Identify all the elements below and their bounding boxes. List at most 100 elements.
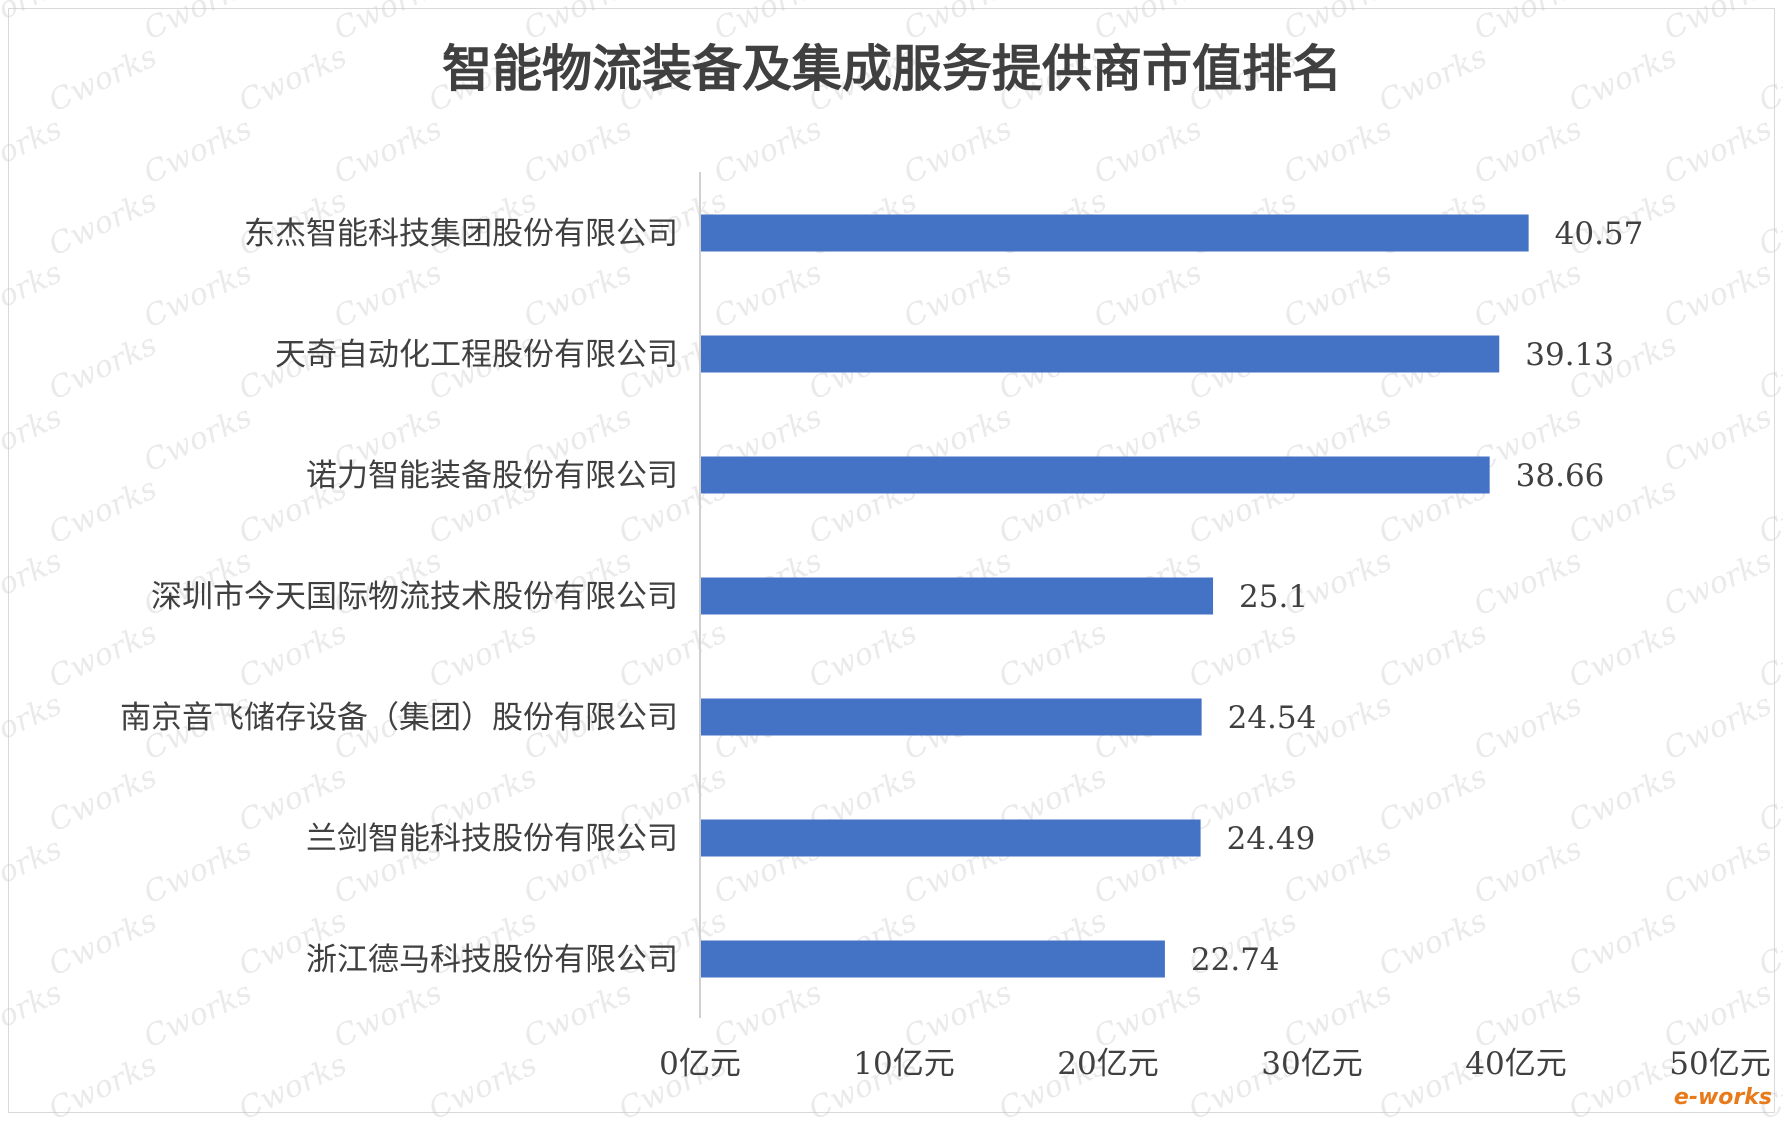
bar-5	[701, 698, 1202, 736]
watermark-text: Cworks	[234, 39, 353, 119]
watermark-text: Cworks	[1659, 831, 1778, 911]
watermark-text: Cworks	[899, 975, 1018, 1055]
x-tick-label-5: 50亿元	[1669, 1046, 1770, 1082]
watermark-text: Cworks	[424, 1047, 543, 1121]
data-label-1: 40.57	[1555, 216, 1644, 252]
data-label-6: 24.49	[1227, 821, 1316, 857]
data-label-7: 22.74	[1191, 942, 1280, 978]
watermark-text: Cworks	[1469, 543, 1588, 623]
watermark-text: Cworks	[1374, 903, 1493, 983]
watermark-text: Cworks	[1469, 111, 1588, 191]
data-label-3: 38.66	[1516, 458, 1605, 494]
watermark-text: Cworks	[1564, 759, 1683, 839]
watermark-text: Cworks	[0, 255, 67, 335]
watermark-text: Cworks	[329, 255, 448, 335]
watermark-text: Cworks	[139, 111, 258, 191]
data-label-5: 24.54	[1228, 700, 1317, 736]
watermark-text: Cworks	[0, 831, 67, 911]
chart-title: 智能物流装备及集成服务提供商市值排名	[442, 40, 1342, 98]
watermark-text: Cworks	[139, 831, 258, 911]
watermark-text: Cworks	[0, 0, 67, 47]
watermark-text: Cworks	[1659, 0, 1778, 47]
watermark-text: Cworks	[519, 975, 638, 1055]
watermark-text: Cworks	[614, 615, 733, 695]
watermark-text: Cworks	[329, 111, 448, 191]
category-label-7: 浙江德马科技股份有限公司	[306, 942, 678, 978]
category-label-3: 诺力智能装备股份有限公司	[306, 458, 678, 494]
watermark-text: Cworks	[1659, 975, 1778, 1055]
watermark-text: Cworks	[1564, 903, 1683, 983]
watermark-text: Cworks	[1564, 615, 1683, 695]
watermark-text: Cworks	[1754, 759, 1783, 839]
watermark-text: Cworks	[994, 615, 1113, 695]
watermark-text: Cworks	[0, 687, 67, 767]
watermark-text: Cworks	[519, 255, 638, 335]
watermark-text: Cworks	[1469, 0, 1588, 47]
watermark-text: Cworks	[44, 1047, 163, 1121]
watermark-text: Cworks	[1184, 615, 1303, 695]
watermark-text: Cworks	[139, 975, 258, 1055]
watermark-text: Cworks	[1754, 39, 1783, 119]
x-tick-label-3: 30亿元	[1261, 1046, 1362, 1082]
watermark-text: Cworks	[1659, 399, 1778, 479]
watermark-text: Cworks	[1374, 615, 1493, 695]
watermark-text: Cworks	[1754, 327, 1783, 407]
watermark-text: Cworks	[139, 399, 258, 479]
watermark-text: Cworks	[1089, 111, 1208, 191]
watermark-text: Cworks	[1279, 255, 1398, 335]
watermark-text: Cworks	[1754, 903, 1783, 983]
watermark-text: Cworks	[1469, 975, 1588, 1055]
watermark-text: Cworks	[1754, 471, 1783, 551]
category-label-4: 深圳市今天国际物流技术股份有限公司	[151, 579, 678, 615]
watermark-text: Cworks	[44, 615, 163, 695]
watermark-text: Cworks	[329, 975, 448, 1055]
watermark-text: Cworks	[899, 255, 1018, 335]
watermark-text: Cworks	[1754, 183, 1783, 263]
watermark-text: Cworks	[1659, 255, 1778, 335]
watermark-text: Cworks	[44, 327, 163, 407]
labels-group: 东杰智能科技集团股份有限公司 40.57 天奇自动化工程股份有限公司 39.13 诺力智…	[120, 216, 1771, 1082]
watermark-text: Cworks	[1469, 255, 1588, 335]
watermark-text: Cworks	[1469, 687, 1588, 767]
bar-7	[701, 940, 1165, 978]
watermark-text: Cworks	[424, 615, 543, 695]
watermark-text: Cworks	[44, 39, 163, 119]
watermark-text: Cworks	[519, 111, 638, 191]
watermark-text: Cworks	[1659, 543, 1778, 623]
watermark-text: Cworks	[44, 471, 163, 551]
watermark-text: Cworks	[0, 111, 67, 191]
watermark-text: Cworks	[709, 255, 828, 335]
bar-6	[701, 819, 1201, 857]
watermark-text: Cworks	[1374, 759, 1493, 839]
bars-group	[701, 214, 1529, 978]
watermark-text: Cworks	[899, 111, 1018, 191]
watermark-text: Cworks	[1564, 1047, 1683, 1121]
watermark-text: Cworks	[234, 1047, 353, 1121]
watermark-text: Cworks	[44, 183, 163, 263]
watermark-text: Cworks	[0, 543, 67, 623]
watermark-text: Cworks	[709, 111, 828, 191]
bar-4	[701, 577, 1214, 615]
x-tick-label-1: 10亿元	[853, 1046, 954, 1082]
watermark-text: Cworks	[0, 975, 67, 1055]
watermark-text: Cworks	[1564, 39, 1683, 119]
category-label-2: 天奇自动化工程股份有限公司	[275, 337, 678, 373]
watermark-text: Cworks	[329, 0, 448, 47]
watermark-text: Cworks	[44, 903, 163, 983]
x-tick-label-2: 20亿元	[1057, 1046, 1158, 1082]
watermark-text: Cworks	[1659, 111, 1778, 191]
category-label-5: 南京音飞储存设备（集团）股份有限公司	[120, 700, 678, 736]
data-label-4: 25.1	[1239, 579, 1308, 615]
category-label-6: 兰剑智能科技股份有限公司	[306, 821, 678, 857]
bar-1	[701, 214, 1529, 252]
watermark-text: Cworks	[1089, 255, 1208, 335]
watermark-text: Cworks	[1089, 975, 1208, 1055]
watermark-text: Cworks	[1374, 39, 1493, 119]
watermark-text: Cworks	[804, 615, 923, 695]
watermark-text: Cworks	[139, 255, 258, 335]
watermark-text: Cworks	[1659, 687, 1778, 767]
watermark-text: Cworks	[1279, 111, 1398, 191]
watermark-text: Cworks	[44, 759, 163, 839]
watermark-text: Cworks	[1279, 975, 1398, 1055]
